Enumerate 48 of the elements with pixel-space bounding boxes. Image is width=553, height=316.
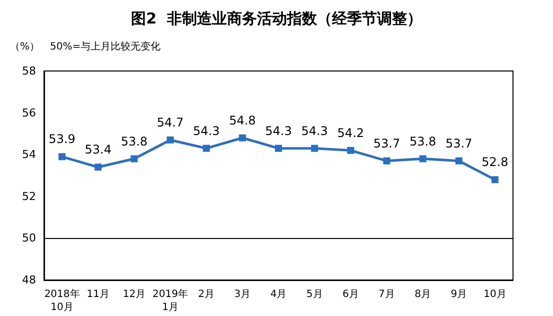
- point: [347, 146, 354, 154]
- point: [455, 157, 462, 164]
- data-label: 54.3: [192, 124, 220, 138]
- y-axis-title: （%）: [10, 42, 40, 52]
- point: [58, 153, 66, 160]
- data-label: 52.8: [482, 155, 508, 170]
- point: [275, 144, 282, 152]
- y-tick-label: 54: [22, 148, 36, 162]
- y-tick-label: 50: [22, 232, 36, 245]
- y-tick-label: 56: [22, 106, 36, 120]
- point: [166, 136, 174, 144]
- data-label: 54.2: [337, 126, 364, 140]
- y-tick-label: 48: [22, 274, 36, 286]
- data-label: 53.8: [120, 134, 148, 148]
- data-label: 53.8: [409, 134, 436, 148]
- data-label: 53.4: [84, 142, 112, 157]
- data-label: 54.8: [229, 113, 256, 128]
- x-tick-label: 12月: [122, 289, 146, 300]
- x-tick-label: 7月: [378, 289, 395, 300]
- data-label: 54.3: [265, 124, 292, 138]
- data-label: 54.3: [301, 124, 328, 138]
- x-tick-label: 9月: [450, 289, 468, 300]
- point: [238, 134, 246, 142]
- data-label: 54.7: [156, 115, 184, 130]
- point: [202, 144, 210, 152]
- point: [419, 155, 426, 162]
- point: [491, 176, 498, 184]
- x-tick-label: 5月: [306, 289, 323, 300]
- x-tick-label: 2月: [198, 289, 215, 300]
- x-tick-label: 3月: [234, 289, 251, 300]
- y-tick-label: 58: [22, 64, 36, 78]
- data-label: 53.7: [373, 136, 400, 150]
- point: [130, 155, 138, 162]
- data-label: 53.9: [48, 132, 76, 146]
- point: [94, 164, 102, 171]
- x-tick-label: 8月: [414, 289, 431, 300]
- x-tick-label: 2018年 10月: [44, 288, 80, 313]
- chart-title: 图2 非制造业商务活动指数（经季节调整）: [131, 10, 422, 28]
- x-tick-label: 4月: [270, 289, 287, 300]
- y-tick-label: 52: [22, 190, 36, 203]
- data-label: 53.7: [446, 136, 472, 150]
- x-tick-label: 11月: [86, 289, 110, 300]
- x-tick-label: 10月: [484, 289, 506, 300]
- x-tick-label: 6月: [342, 289, 359, 300]
- point: [311, 144, 318, 152]
- point: [383, 157, 390, 164]
- x-tick-label: 2019年 1月: [152, 288, 188, 313]
- text: 50%=与上月比较无变化: [50, 40, 161, 52]
